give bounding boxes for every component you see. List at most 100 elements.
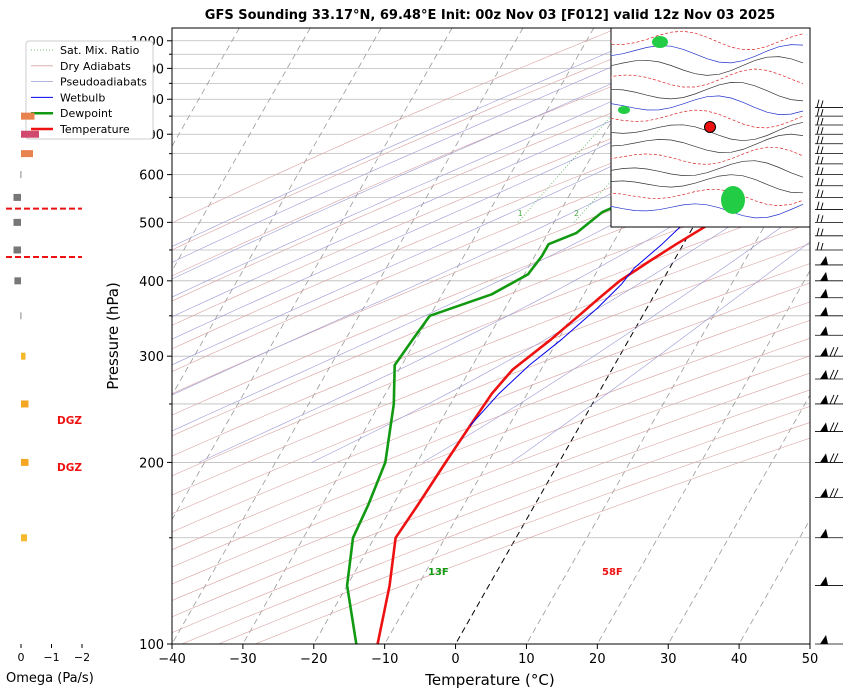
x-tick-label: 30 [660, 652, 677, 667]
omega-bar [21, 112, 35, 120]
map-contour [611, 95, 804, 115]
series-temperature [376, 165, 810, 644]
isotherm [667, 394, 810, 644]
omega-bar [20, 171, 22, 179]
omega-bar [21, 150, 33, 158]
legend-label: Pseudoadiabats [60, 76, 147, 89]
map-contour [611, 30, 804, 51]
wind-barb-flag [820, 422, 828, 432]
wind-barb-feather [820, 202, 824, 210]
wind-barb-feather [820, 167, 824, 175]
omega-bar [13, 193, 21, 201]
omega-axis-label: Omega (Pa/s) [6, 671, 94, 686]
omega-tick-label: −2 [74, 651, 90, 664]
x-tick-label: 40 [731, 652, 748, 667]
wind-barb-feather [816, 177, 820, 186]
wind-barb-feather [833, 394, 839, 405]
isotherm [172, 28, 453, 521]
wind-barb-feather [816, 135, 820, 144]
mixing-ratio-label: 2 [574, 209, 579, 218]
dry-adiabat [172, 337, 810, 585]
isotherm [596, 269, 810, 644]
wind-barb-feather [820, 215, 824, 223]
station-marker [704, 121, 716, 133]
wind-barb-flag [820, 271, 828, 281]
pseudoadiabat [422, 206, 810, 463]
dry-adiabat [172, 28, 619, 224]
map-contour [611, 189, 804, 207]
map-contour [611, 174, 804, 194]
dry-adiabat [172, 223, 810, 477]
wind-barb-flag [820, 326, 828, 336]
wind-barb-flag [820, 635, 828, 644]
map-precip [721, 186, 745, 214]
x-tick-label: −40 [158, 652, 185, 667]
wind-barb-feather [833, 488, 839, 498]
legend-label: Temperature [59, 123, 130, 136]
chart-title: GFS Sounding 33.17°N, 69.48°E Init: 00z … [205, 8, 775, 23]
map-contour [611, 160, 804, 178]
y-tick-label: 300 [139, 350, 164, 365]
map-contour [611, 109, 804, 129]
wind-barb-feather [829, 347, 835, 357]
x-axis-ticks: −40 −30 −20 −10 0 10 20 30 40 50 [158, 644, 818, 667]
pseudoadiabat [172, 28, 665, 247]
mixing-ratio-label: 1 [518, 209, 523, 218]
omega-bar [21, 352, 26, 360]
dry-adiabat [172, 301, 810, 551]
wind-barb-flag [820, 306, 828, 316]
x-tick-label: 10 [518, 652, 535, 667]
wind-barb-feather [816, 189, 820, 198]
wind-barb-feather [816, 155, 820, 165]
omega-tick-label: −1 [43, 651, 59, 664]
omega-bar [13, 218, 21, 226]
map-contour [611, 68, 804, 88]
omega-bar [13, 246, 21, 254]
wind-barb-feather [816, 108, 820, 117]
wind-barb-feather [820, 178, 824, 186]
wind-barb-feather [816, 227, 820, 236]
y-axis-label: Pressure (hPa) [104, 282, 122, 390]
isotherm [0, 28, 27, 644]
plot-frame [171, 27, 811, 645]
dgz-label: DGZ [57, 415, 82, 427]
wind-barb-feather [816, 99, 820, 108]
wind-barb-feather [829, 369, 835, 380]
wind-barb-feather [833, 453, 839, 463]
wind-barb-feather [820, 228, 824, 236]
wind-barb-feather [820, 127, 824, 135]
omega-bar [21, 400, 29, 408]
legend-label: Wetbulb [60, 91, 105, 104]
wind-barb-feather [816, 166, 820, 175]
omega-bar [20, 312, 22, 320]
map-precip [652, 36, 668, 48]
omega-tick-label: 0 [18, 651, 25, 664]
wind-barb-feather [820, 109, 824, 117]
isotherm [809, 643, 810, 644]
map-contour [611, 121, 804, 142]
dry-adiabat [172, 389, 810, 634]
wind-barb-feather [829, 422, 835, 432]
dry-adiabat [172, 28, 691, 251]
wind-barb-feather [829, 453, 835, 463]
wind-barb-flag [820, 369, 828, 379]
wind-barb-flag [820, 528, 828, 538]
y-tick-label: 100 [139, 638, 164, 653]
isotherm [455, 28, 807, 644]
wind-barb-feather [820, 136, 824, 144]
surface-temperature-label: 58F [602, 567, 623, 578]
isotherm [738, 518, 810, 644]
x-tick-label: −20 [300, 652, 327, 667]
dry-adiabat [172, 263, 810, 515]
isotherm [313, 28, 666, 644]
wind-barb-feather [829, 488, 835, 498]
wind-barb-feather [833, 347, 839, 357]
wind-barb-feather [833, 369, 839, 380]
x-tick-label: 20 [589, 652, 606, 667]
map-precip [618, 106, 630, 114]
wind-barbs [815, 99, 843, 645]
isotherm [172, 28, 524, 644]
dry-adiabat [172, 243, 810, 496]
wind-barb-feather [820, 242, 824, 251]
